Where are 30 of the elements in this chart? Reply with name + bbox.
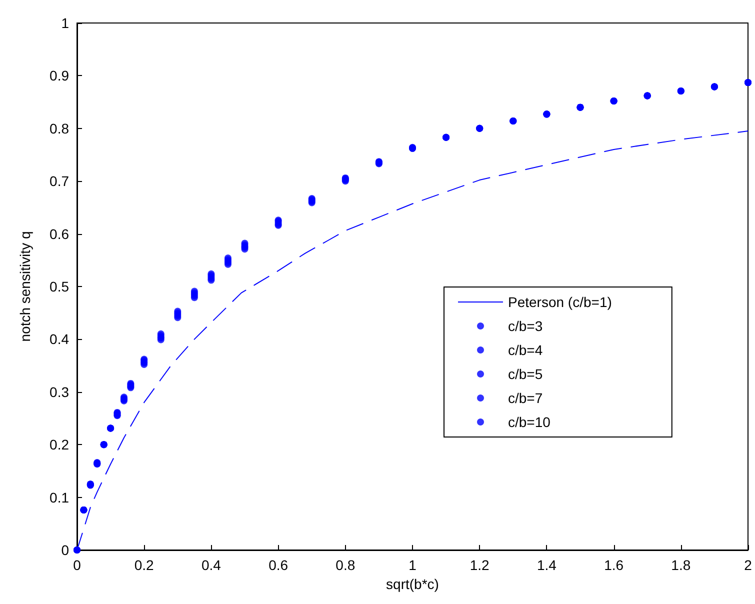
y-tick-label: 0.5 — [50, 278, 70, 294]
x-tick-label: 0.4 — [201, 557, 222, 573]
x-tick-label: 2 — [744, 557, 752, 573]
y-tick-label: 1 — [61, 15, 70, 31]
y-tick-label: 0.2 — [50, 436, 70, 453]
y-tick-label: 0.3 — [50, 384, 70, 400]
x-tick-label: 1 — [408, 557, 417, 573]
legend-label: c/b=5 — [508, 366, 543, 382]
y-tick-label: 0.6 — [50, 226, 70, 242]
y-tick-label: 0.7 — [50, 173, 70, 190]
x-tick-label: 1.6 — [604, 557, 624, 573]
x-tick-label: 0.8 — [336, 557, 356, 573]
x-tick-label: 0.2 — [134, 557, 154, 573]
legend-label: Peterson (c/b=1) — [508, 294, 612, 310]
legend-label: c/b=3 — [508, 318, 543, 334]
x-tick-label: 0 — [73, 557, 82, 573]
x-tick-label: 1.2 — [470, 557, 490, 573]
x-tick-label: 1.4 — [536, 557, 557, 573]
y-tick-label: 0.4 — [50, 331, 70, 348]
y-tick-label: 0.8 — [50, 120, 70, 136]
x-axis-title: sqrt(b*c) — [386, 576, 439, 592]
x-tick-label: 1.8 — [671, 557, 691, 573]
y-axis-title: notch sensitivity q — [17, 231, 33, 342]
y-tick-label: 0.1 — [50, 489, 70, 506]
legend-label: c/b=7 — [508, 390, 543, 406]
y-tick-label: 0.9 — [50, 68, 70, 84]
x-tick-label: 0.6 — [268, 557, 288, 573]
y-tick-label: 0 — [61, 542, 70, 558]
legend-label: c/b=10 — [508, 414, 551, 430]
legend-label: c/b=4 — [508, 342, 543, 358]
